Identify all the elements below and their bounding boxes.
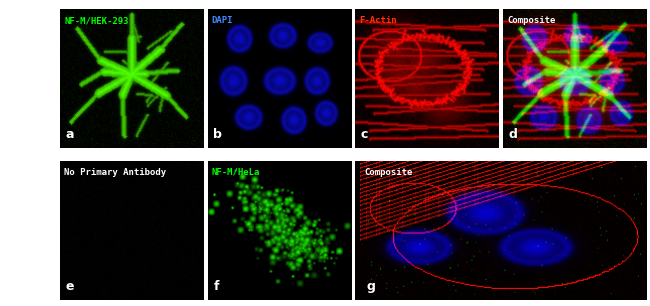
Text: NF-M/HeLa: NF-M/HeLa (212, 168, 260, 177)
Text: f: f (213, 280, 219, 293)
Text: d: d (509, 129, 517, 141)
Text: Composite: Composite (507, 16, 556, 25)
Text: NF-M/HEK-293: NF-M/HEK-293 (64, 16, 129, 25)
Text: F-Actin: F-Actin (359, 16, 397, 25)
Text: Composite: Composite (364, 168, 412, 177)
Text: c: c (361, 129, 369, 141)
Text: a: a (66, 129, 74, 141)
Text: No Primary Antibody: No Primary Antibody (64, 168, 166, 177)
Text: DAPI: DAPI (212, 16, 233, 25)
Text: g: g (367, 280, 376, 293)
Text: e: e (66, 280, 74, 293)
Text: b: b (213, 129, 222, 141)
